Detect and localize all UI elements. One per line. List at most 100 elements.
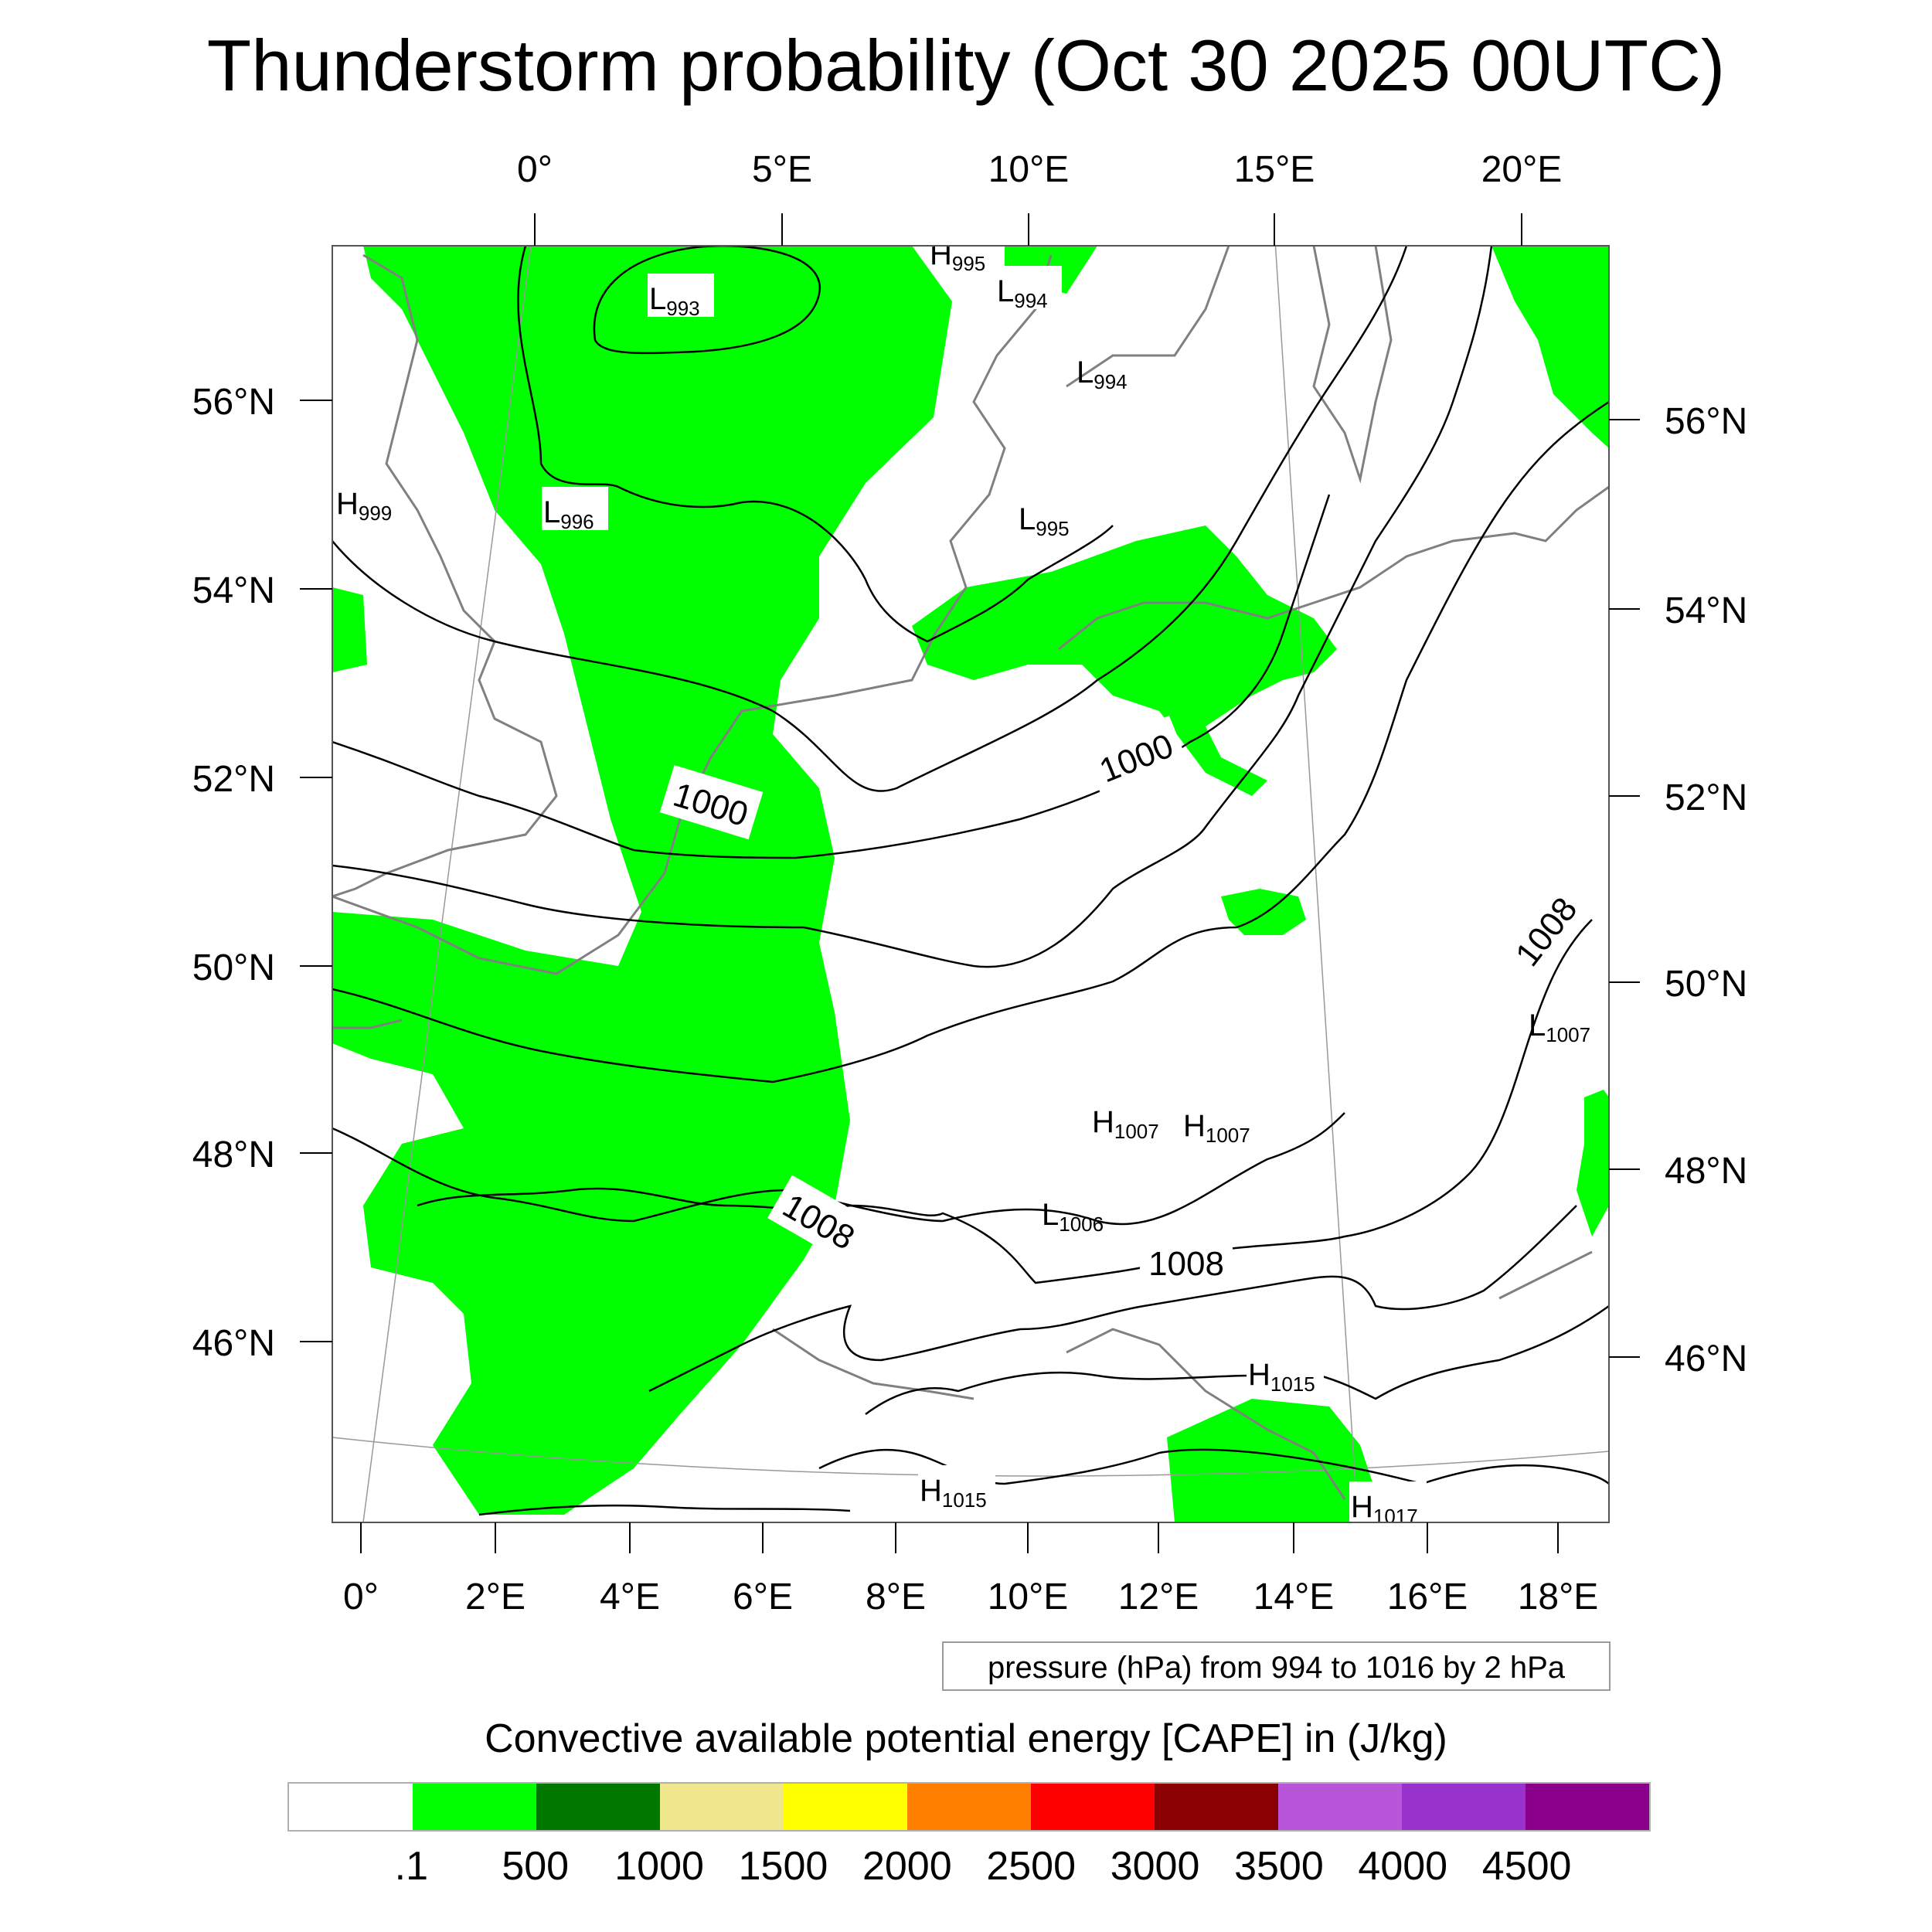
- bottom-lon-label: 8°E: [866, 1577, 926, 1617]
- isobar-label-1000-east: 1000: [1083, 715, 1188, 797]
- center-value: 1006: [1059, 1213, 1104, 1236]
- bottom-lon-label: 10°E: [988, 1577, 1069, 1617]
- isobar-1014: [818, 1448, 1609, 1485]
- left-lat-label: 54°N: [192, 570, 275, 611]
- cape-area-poland: [1221, 889, 1306, 935]
- cape-fill-areas: [332, 246, 1609, 1522]
- right-lat-label: 50°N: [1665, 964, 1747, 1005]
- svg-text:H1017: H1017: [1351, 1490, 1418, 1528]
- meridian-15e: [1274, 246, 1359, 1522]
- center-letter: H: [336, 487, 359, 521]
- isobar-993: [593, 246, 821, 355]
- bottom-lon-label: 6°E: [733, 1577, 793, 1617]
- colorbar-title: Convective available potential energy [C…: [485, 1716, 1447, 1761]
- coast-sweden: [1066, 246, 1230, 388]
- center-letter: H: [1092, 1105, 1114, 1139]
- colorbar-label: 2000: [862, 1844, 952, 1889]
- right-lat-label: 46°N: [1665, 1338, 1747, 1379]
- left-lat-label: 56°N: [192, 382, 275, 423]
- isobar-1004: [332, 400, 1609, 1083]
- colorbar-swatch: [1155, 1784, 1278, 1830]
- map-title: Thunderstorm probability (Oct 30 2025 00…: [206, 25, 1726, 106]
- svg-text:H1015: H1015: [920, 1474, 987, 1512]
- colorbar-swatch: [1278, 1784, 1402, 1830]
- center-letter: H: [1351, 1490, 1373, 1524]
- center-letter: H: [1248, 1358, 1270, 1392]
- svg-text:L994: L994: [1077, 355, 1128, 393]
- colorbar-swatch: [1031, 1784, 1155, 1830]
- isobar-label-1008-center: 1008: [1140, 1236, 1233, 1286]
- isobar-label-text: 1008: [1148, 1245, 1224, 1283]
- high-center: H1017: [1349, 1481, 1427, 1528]
- bottom-lon-label: 2°E: [465, 1577, 526, 1617]
- cape-area-baltic: [912, 526, 1337, 796]
- colorbar-swatch: [1526, 1784, 1649, 1830]
- meridian-0: [362, 246, 532, 1522]
- cape-area-west-edge: [332, 587, 367, 672]
- bottom-lon-label: 12°E: [1118, 1577, 1199, 1617]
- low-center: L994: [995, 266, 1062, 312]
- isobar-label-1008-east: 1008: [1496, 878, 1593, 982]
- center-letter: L: [1077, 355, 1094, 389]
- isobar-1002: [332, 246, 1493, 968]
- center-value: 995: [952, 252, 985, 275]
- svg-text:H1007: H1007: [1183, 1109, 1250, 1147]
- center-letter: H: [930, 237, 952, 271]
- coast-gulf-of-bothnia: [1312, 246, 1393, 484]
- low-center: L996: [542, 487, 608, 533]
- colorbar-label: .1: [394, 1844, 429, 1889]
- colorbar-label: 3000: [1110, 1844, 1200, 1889]
- coast-baltic: [1058, 485, 1609, 651]
- svg-text:H995: H995: [930, 237, 985, 275]
- coast-black-sea: [1498, 1250, 1593, 1300]
- map-frame: [332, 245, 1610, 1523]
- low-center: L994: [1077, 355, 1128, 393]
- right-lat-label: 48°N: [1665, 1151, 1747, 1192]
- bottom-lon-label: 0°: [343, 1577, 379, 1617]
- cape-area-baltic-states: [1492, 246, 1609, 448]
- colorbar-swatch: [413, 1784, 536, 1830]
- coast-mediterranean: [772, 1328, 975, 1400]
- isobar-1000: [332, 494, 1331, 859]
- top-lon-label: 0°: [517, 149, 553, 190]
- center-letter: L: [1019, 502, 1036, 536]
- left-lat-label: 50°N: [192, 947, 275, 988]
- isobar-1016: [478, 1504, 851, 1516]
- colorbar-label: 500: [502, 1844, 570, 1889]
- svg-text:H999: H999: [336, 487, 392, 525]
- bottom-lon-label: 14°E: [1253, 1577, 1335, 1617]
- colorbar-labels: .1 500 1000 1500 2000 2500 3000 3500 4000 4500: [287, 1839, 1651, 1893]
- contour-info-box: pressure (hPa) from 994 to 1016 by 2 hPa: [942, 1641, 1611, 1691]
- pressure-centers: L993 H995 L994 L994 H999 L996 L995: [336, 237, 1590, 1528]
- center-value: 1007: [1546, 1023, 1590, 1046]
- isobar-1006: [332, 1112, 1345, 1226]
- low-center: L1006: [1042, 1198, 1104, 1236]
- top-lon-label: 20°E: [1481, 149, 1563, 190]
- cape-area-east-edge: [1577, 1090, 1609, 1236]
- center-value: 994: [1014, 289, 1047, 312]
- center-value: 1015: [1270, 1372, 1315, 1396]
- high-center: H1007: [1090, 1097, 1168, 1143]
- svg-text:L1006: L1006: [1042, 1198, 1104, 1236]
- center-letter: L: [1042, 1198, 1059, 1232]
- left-lat-label: 48°N: [192, 1134, 275, 1175]
- bottom-lon-label: 18°E: [1518, 1577, 1599, 1617]
- center-value: 1015: [942, 1488, 987, 1512]
- center-value: 1007: [1114, 1120, 1159, 1143]
- top-lon-label: 5°E: [752, 149, 812, 190]
- isobar-996: [517, 246, 1114, 643]
- center-value: 995: [1036, 517, 1069, 540]
- high-center: H1007: [1182, 1100, 1259, 1147]
- svg-text:L994: L994: [997, 274, 1048, 312]
- center-letter: L: [1529, 1009, 1546, 1043]
- bottom-lon-label: 4°E: [600, 1577, 660, 1617]
- isobar-998: [332, 246, 1408, 792]
- colorbar-label: 2500: [986, 1844, 1077, 1889]
- isobar-1008: [417, 919, 1593, 1284]
- bottom-lon-label: 16°E: [1387, 1577, 1468, 1617]
- svg-text:L995: L995: [1019, 502, 1070, 540]
- colorbar-label: 1500: [738, 1844, 828, 1889]
- svg-text:L993: L993: [649, 282, 700, 320]
- center-value: 1007: [1206, 1124, 1250, 1147]
- low-center: L1007: [1529, 1009, 1590, 1046]
